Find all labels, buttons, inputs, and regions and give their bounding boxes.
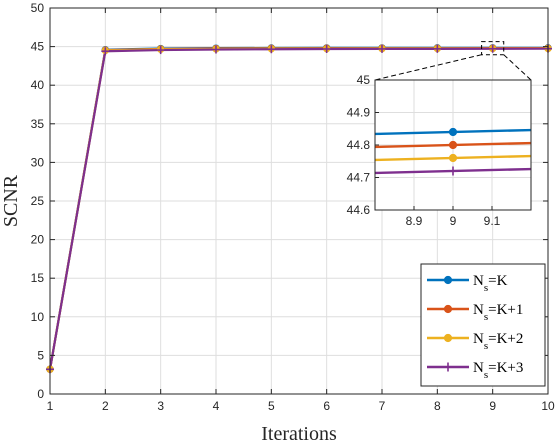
- x-axis-label: Iterations: [261, 423, 337, 444]
- x-tick-label: 3: [157, 399, 164, 413]
- inset-frame: [374, 79, 532, 211]
- series-point: [443, 333, 453, 343]
- series-point: [378, 44, 386, 53]
- inset-y-tick-label: 45: [357, 73, 371, 87]
- y-tick-label: 40: [31, 78, 45, 92]
- y-tick-label: 5: [37, 348, 44, 362]
- inset-x-tick-label: 8.9: [406, 214, 423, 228]
- series-point: [156, 46, 165, 55]
- series-point: [448, 153, 458, 163]
- y-tick-label: 10: [31, 310, 45, 324]
- inset-zoom-plot: 8.9 9 9.1 44.6 44.7 44.8 44.9 45: [347, 73, 532, 228]
- legend-label: Ns=K+2: [473, 331, 523, 352]
- x-tick-label: 10: [541, 399, 555, 413]
- legend-label: Ns=K+3: [473, 360, 523, 381]
- y-tick-label: 20: [31, 233, 45, 247]
- y-tick-label: 30: [31, 155, 45, 169]
- series-point: [267, 45, 276, 54]
- y-axis-label: SCNR: [0, 174, 22, 227]
- x-tick-label: 2: [102, 399, 109, 413]
- series-point: [443, 275, 453, 285]
- y-tick-label: 45: [31, 40, 45, 54]
- series-point: [322, 44, 331, 53]
- series-point: [101, 47, 110, 56]
- y-tick-label: 25: [31, 194, 45, 208]
- series-point: [433, 44, 442, 53]
- series-line: [48, 47, 549, 370]
- x-tick-label: 5: [268, 399, 275, 413]
- y-tick-label: 0: [37, 387, 44, 401]
- series-point: [443, 304, 453, 314]
- legend-label: Ns=K+1: [473, 302, 523, 323]
- legend-box: [420, 263, 546, 387]
- series-point: [448, 140, 458, 150]
- series-point: [488, 44, 497, 53]
- series-point: [212, 45, 220, 54]
- x-tick-label: 7: [379, 399, 386, 413]
- zoom-indicator: [374, 41, 532, 81]
- y-tick-label: 50: [31, 1, 45, 15]
- x-tick-label: 6: [323, 399, 330, 413]
- inset-y-tick-label: 44.7: [347, 171, 371, 185]
- inset-x-tick-label: 9: [450, 214, 457, 228]
- series-point: [443, 362, 453, 372]
- x-tick-label: 4: [213, 399, 220, 413]
- zoom-connector-left: [374, 54, 482, 81]
- x-tick-label: 8: [434, 399, 441, 413]
- series-point: [448, 166, 458, 176]
- inset-y-tick-label: 44.8: [347, 138, 371, 152]
- inset-x-tick-label: 9.1: [484, 214, 501, 228]
- y-tick-label: 15: [31, 271, 45, 285]
- x-tick-label: 9: [489, 399, 496, 413]
- inset-y-tick-label: 44.6: [347, 203, 371, 217]
- legend: Ns=K Ns=K+1 Ns=K+2 Ns=K+3: [420, 263, 546, 387]
- series-point: [448, 127, 458, 137]
- zoom-connector-right: [503, 54, 532, 81]
- x-tick-label: 1: [47, 399, 54, 413]
- inset-y-tick-label: 44.9: [347, 106, 371, 120]
- legend-label: Ns=K: [473, 273, 508, 294]
- zoom-box: [481, 41, 505, 56]
- y-tick-label: 35: [31, 117, 45, 131]
